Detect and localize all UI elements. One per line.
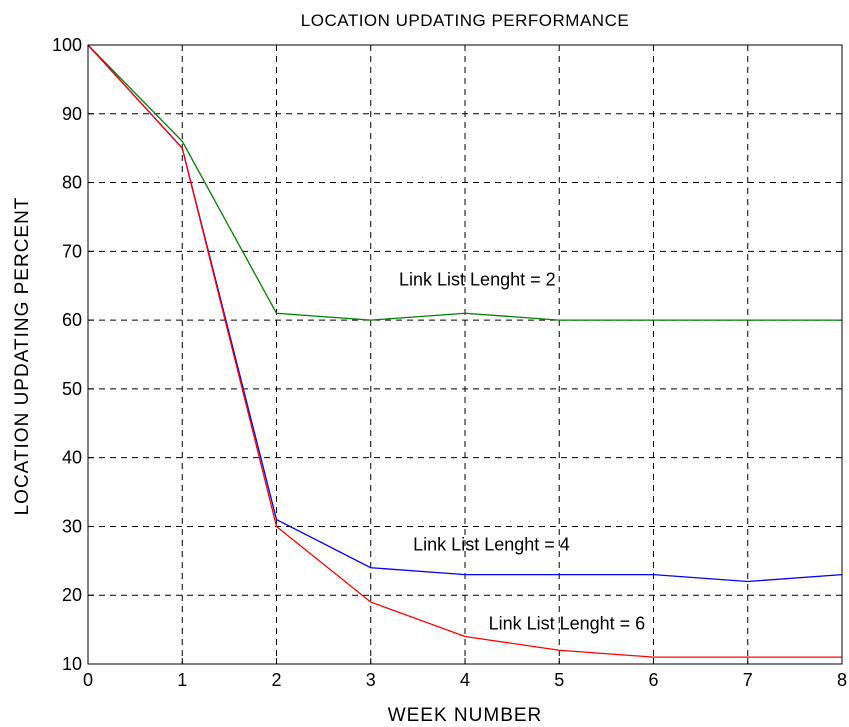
y-tick-label: 80 — [62, 173, 82, 193]
series-annotation-2: Link List Lenght = 4 — [413, 535, 570, 555]
grid — [88, 45, 842, 664]
y-tick-label: 100 — [52, 35, 82, 55]
y-tick-label: 90 — [62, 104, 82, 124]
x-tick-label: 3 — [366, 670, 376, 690]
y-tick-label: 10 — [62, 654, 82, 674]
tick-labels: 0 1 2 3 4 5 6 7 8 10 20 30 40 50 60 70 80 90 100 — [52, 35, 847, 690]
x-tick-label: 4 — [460, 670, 470, 690]
series-annotation-3: Link List Lenght = 6 — [489, 614, 646, 634]
x-tick-label: 8 — [837, 670, 847, 690]
y-tick-label: 70 — [62, 241, 82, 261]
x-tick-label: 6 — [648, 670, 658, 690]
series-lines — [87, 44, 843, 658]
x-tick-label: 5 — [554, 670, 564, 690]
x-tick-label: 0 — [83, 670, 93, 690]
y-tick-label: 40 — [62, 448, 82, 468]
series-line-3 — [87, 44, 842, 658]
y-tick-label: 60 — [62, 310, 82, 330]
y-tick-label: 50 — [62, 379, 82, 399]
annotations: Link List Lenght = 2 Link List Lenght = 4… — [399, 270, 645, 634]
series-annotation-1: Link List Lenght = 2 — [399, 270, 556, 290]
y-tick-label: 20 — [62, 585, 82, 605]
x-tick-label: 2 — [271, 670, 281, 690]
chart-title: LOCATION UPDATING PERFORMANCE — [301, 11, 629, 30]
x-tick-label: 7 — [743, 670, 753, 690]
y-tick-label: 30 — [62, 516, 82, 536]
x-tick-label: 1 — [177, 670, 187, 690]
y-axis-label: LOCATION UPDATING PERCENT — [12, 197, 33, 516]
series-line-1 — [87, 44, 842, 321]
x-axis-label: WEEK NUMBER — [388, 705, 543, 726]
